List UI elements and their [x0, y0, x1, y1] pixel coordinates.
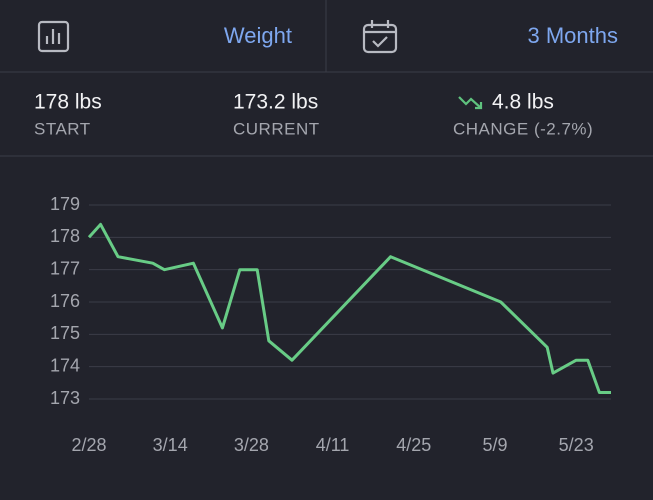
calendar-icon[interactable] — [362, 20, 398, 54]
x-tick-label: 4/11 — [316, 435, 350, 455]
y-tick-label: 174 — [50, 355, 80, 375]
stat-label: CURRENT — [233, 119, 320, 138]
stat-value: 4.8 lbs — [492, 91, 554, 114]
range-selector[interactable]: 3 Months — [528, 23, 619, 48]
x-tick-label: 5/9 — [482, 435, 507, 455]
x-tick-label: 4/25 — [396, 435, 431, 455]
y-tick-label: 176 — [50, 291, 80, 311]
stat-value: 173.2 lbs — [233, 91, 318, 114]
stat-label: CHANGE (-2.7%) — [453, 119, 593, 138]
chart-icon[interactable] — [37, 20, 70, 53]
weight-line — [87, 222, 611, 394]
stat-value: 178 lbs — [34, 91, 102, 114]
x-tick-label: 2/28 — [71, 435, 106, 455]
y-tick-label: 179 — [50, 194, 80, 214]
stat-label: START — [34, 119, 91, 138]
x-tick-label: 3/14 — [153, 435, 188, 455]
trend-down-icon — [458, 96, 483, 110]
x-tick-label: 5/23 — [559, 435, 594, 455]
y-tick-label: 175 — [50, 323, 80, 343]
x-tick-label: 3/28 — [234, 435, 269, 455]
y-tick-label: 177 — [50, 258, 80, 278]
y-tick-label: 173 — [50, 388, 80, 408]
metric-selector[interactable]: Weight — [224, 23, 292, 48]
y-tick-label: 178 — [50, 226, 80, 246]
